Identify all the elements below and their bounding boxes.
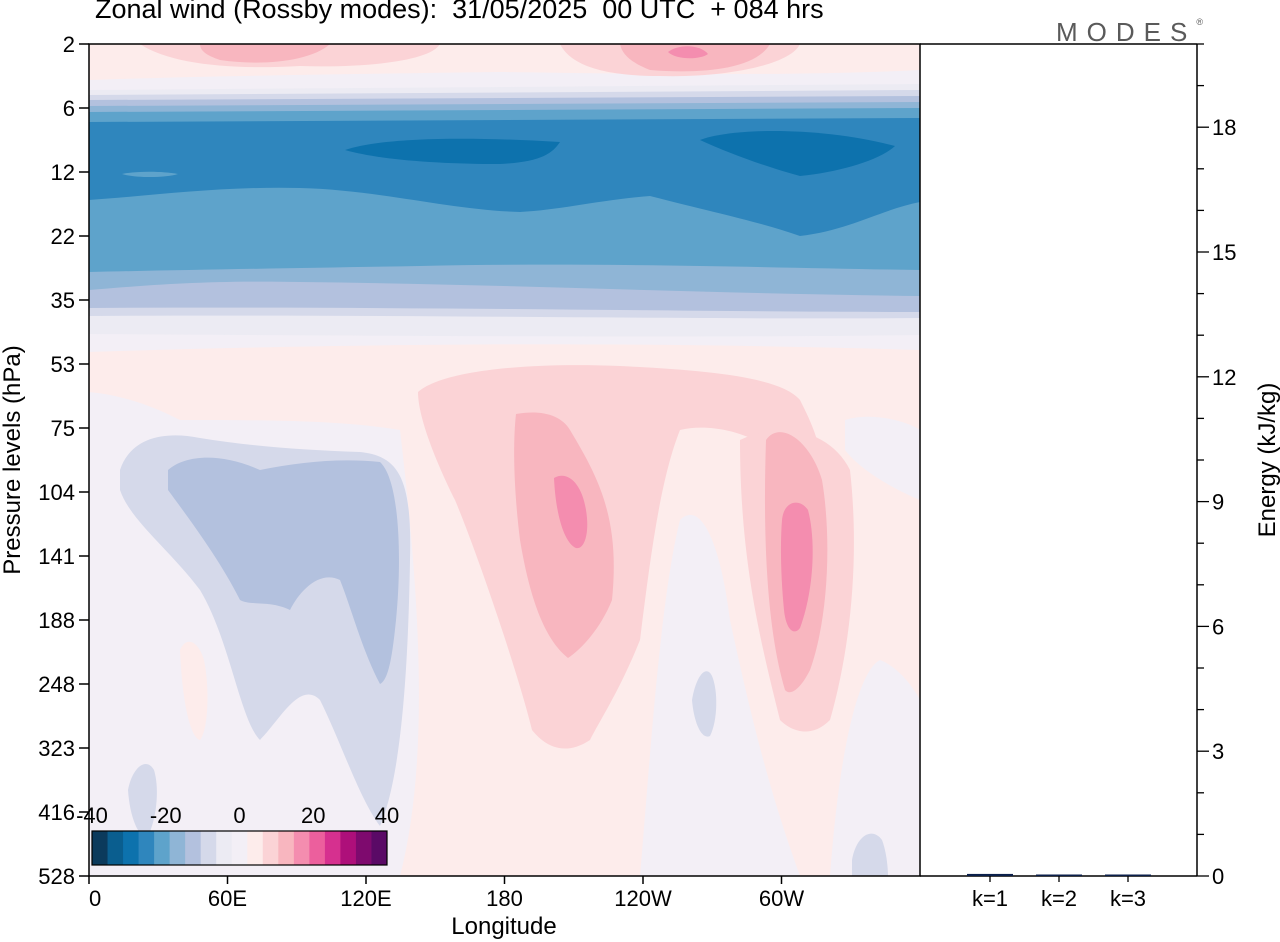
colorbar-tick-label: 40 xyxy=(375,803,399,828)
y-tick-label: 22 xyxy=(51,224,75,249)
energy-bar xyxy=(1105,874,1151,876)
y-tick-label: 35 xyxy=(51,288,75,313)
colorbar-labels: -40 -20 0 20 40 xyxy=(76,803,399,828)
colorbar-swatch xyxy=(169,831,186,865)
x-axis-title: Longitude xyxy=(451,913,556,940)
contour-trop-pos-e xyxy=(554,475,588,549)
energy-panel: 0 3 6 9 12 15 18 k=1 k=2 k=3 Energy (kJ/kg) xyxy=(920,43,1280,911)
x-tick-label: 60W xyxy=(759,886,804,911)
x-tick-label: 0 xyxy=(89,886,101,911)
x-tick-label: 60E xyxy=(208,886,247,911)
contour-neg-6 xyxy=(89,118,920,236)
wind-contour-plot xyxy=(89,44,920,876)
energy-tick-label: 0 xyxy=(1212,864,1224,889)
colorbar-swatch xyxy=(278,831,295,865)
y-tick-label: 75 xyxy=(51,416,75,441)
y-tick-label: 528 xyxy=(38,864,75,889)
colorbar-swatch xyxy=(371,831,388,865)
contour-trop-pos-c xyxy=(514,412,614,658)
colorbar-tick-label: 0 xyxy=(233,803,245,828)
contour-spot-2 xyxy=(128,763,157,837)
energy-tick-label: 15 xyxy=(1212,240,1236,265)
y-tick-label: 416 xyxy=(38,800,75,825)
contour-trop-pos-f xyxy=(780,502,813,632)
energy-tick-label: 12 xyxy=(1212,365,1236,390)
contour-spot-1 xyxy=(692,671,717,737)
colorbar-tick-label: -20 xyxy=(150,803,182,828)
colorbar-swatch xyxy=(309,831,326,865)
colorbar-swatch xyxy=(216,831,233,865)
colorbar xyxy=(91,830,388,866)
colorbar-swatch xyxy=(231,831,248,865)
y-tick-label: 141 xyxy=(38,544,75,569)
energy-axis-title: Energy (kJ/kg) xyxy=(1254,383,1280,538)
contour-upper-pos-5 xyxy=(668,46,708,59)
contour-neg-7b xyxy=(700,130,895,176)
x-tick-label: 120E xyxy=(340,886,391,911)
colorbar-swatch xyxy=(92,831,109,865)
y-tick-label: 323 xyxy=(38,736,75,761)
y-axis-title: Pressure levels (hPa) xyxy=(0,345,26,574)
y-tick-label: 6 xyxy=(63,96,75,121)
energy-tick-label: 9 xyxy=(1212,490,1224,515)
colorbar-swatch xyxy=(200,831,217,865)
energy-category-label: k=1 xyxy=(972,886,1008,911)
contour-upper-pos-3 xyxy=(200,44,330,63)
contour-spot-4 xyxy=(180,641,208,740)
x-tick-label: 180 xyxy=(486,886,523,911)
energy-category-label: k=3 xyxy=(1110,886,1146,911)
colorbar-swatch xyxy=(247,831,264,865)
energy-tick-label: 18 xyxy=(1212,115,1236,140)
contour-trop-neutral-2 xyxy=(640,514,800,876)
colorbar-swatch xyxy=(324,831,341,865)
contour-spot-3 xyxy=(852,833,888,876)
registered-mark: ® xyxy=(1196,17,1203,28)
contour-neg-7a xyxy=(345,138,560,164)
energy-bar xyxy=(967,873,1013,876)
y-tick-label: 53 xyxy=(51,352,75,377)
colorbar-swatch xyxy=(107,831,124,865)
y-tick-label: 248 xyxy=(38,672,75,697)
energy-category-labels: k=1 k=2 k=3 xyxy=(972,876,1146,911)
energy-tick-label: 3 xyxy=(1212,739,1224,764)
colorbar-swatch xyxy=(123,831,140,865)
energy-axis-ticks: 0 3 6 9 12 15 18 xyxy=(1197,43,1236,889)
y-tick-label: 2 xyxy=(63,32,75,57)
y-tick-label: 104 xyxy=(38,480,75,505)
colorbar-swatch xyxy=(138,831,155,865)
y-axis-ticks: 2 6 12 22 35 53 75 104 141 188 248 323 416 528 xyxy=(38,32,89,889)
contour-trop-neutral-4 xyxy=(845,416,920,500)
energy-bars xyxy=(967,873,1151,876)
contour-trop-neg-2 xyxy=(168,457,399,684)
colorbar-tick-label: 20 xyxy=(301,803,325,828)
modes-logo: MODES® xyxy=(1056,17,1203,48)
chart-title: Zonal wind (Rossby modes): 31/05/2025 00… xyxy=(95,0,824,24)
colorbar-swatch xyxy=(340,831,357,865)
colorbar-swatch xyxy=(355,831,372,865)
logo-text: MODES xyxy=(1056,17,1197,47)
x-axis-ticks: 0 60E 120E 180 120W 60W xyxy=(88,876,804,911)
contour-trop-neutral-3 xyxy=(830,660,920,876)
energy-tick-label: 6 xyxy=(1212,614,1224,639)
colorbar-swatch xyxy=(154,831,171,865)
colorbar-swatch xyxy=(185,831,202,865)
x-tick-label: 120W xyxy=(614,886,672,911)
contour-neg-7c xyxy=(122,171,178,177)
energy-category-label: k=2 xyxy=(1041,886,1077,911)
energy-bar xyxy=(1036,874,1082,876)
colorbar-swatch xyxy=(262,831,279,865)
y-tick-label: 12 xyxy=(51,160,75,185)
colorbar-swatch xyxy=(293,831,310,865)
colorbar-frame xyxy=(91,830,388,866)
y-tick-label: 188 xyxy=(38,608,75,633)
colorbar-tick-label: -40 xyxy=(76,803,108,828)
